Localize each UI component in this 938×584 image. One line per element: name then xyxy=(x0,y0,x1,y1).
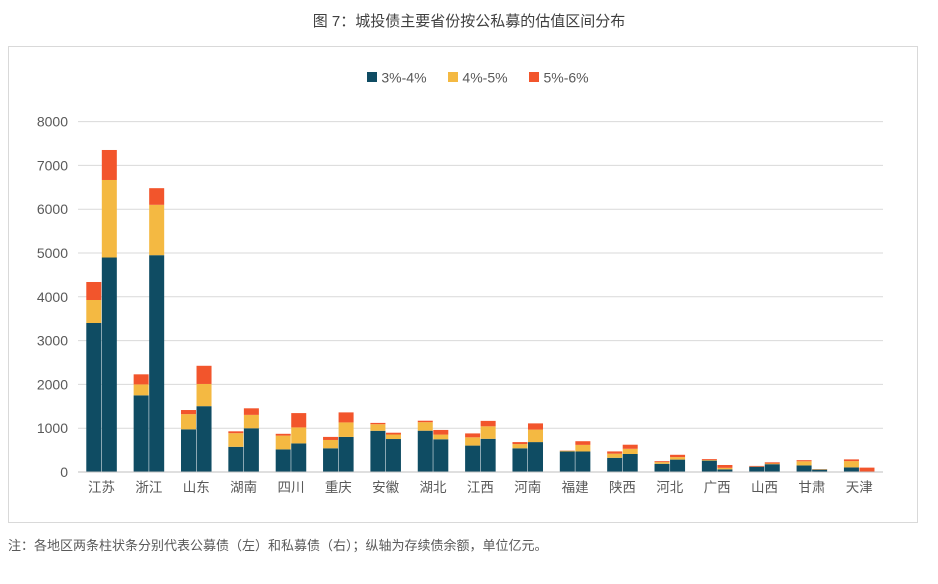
svg-text:湖北: 湖北 xyxy=(420,480,447,495)
svg-text:山东: 山东 xyxy=(183,480,210,495)
svg-text:重庆: 重庆 xyxy=(325,480,352,495)
svg-text:3000: 3000 xyxy=(37,333,68,349)
svg-text:8000: 8000 xyxy=(37,114,68,130)
svg-text:陕西: 陕西 xyxy=(609,480,636,495)
svg-text:福建: 福建 xyxy=(562,480,589,495)
svg-text:安徽: 安徽 xyxy=(372,480,399,495)
svg-text:江苏: 江苏 xyxy=(88,480,115,495)
svg-text:6000: 6000 xyxy=(37,201,68,217)
svg-text:7000: 7000 xyxy=(37,157,68,173)
svg-text:河北: 河北 xyxy=(656,480,683,495)
svg-text:5000: 5000 xyxy=(37,245,68,261)
svg-text:甘肃: 甘肃 xyxy=(798,480,825,495)
svg-text:湖南: 湖南 xyxy=(230,480,257,495)
svg-text:浙江: 浙江 xyxy=(135,480,162,495)
svg-text:天津: 天津 xyxy=(846,480,873,495)
svg-text:四川: 四川 xyxy=(277,480,304,495)
svg-text:0: 0 xyxy=(60,464,68,480)
svg-text:广西: 广西 xyxy=(704,480,731,495)
svg-text:4000: 4000 xyxy=(37,289,68,305)
svg-text:1000: 1000 xyxy=(37,420,68,436)
svg-text:2000: 2000 xyxy=(37,376,68,392)
svg-text:河南: 河南 xyxy=(514,480,541,495)
svg-text:江西: 江西 xyxy=(467,480,494,495)
svg-text:山西: 山西 xyxy=(751,480,778,495)
